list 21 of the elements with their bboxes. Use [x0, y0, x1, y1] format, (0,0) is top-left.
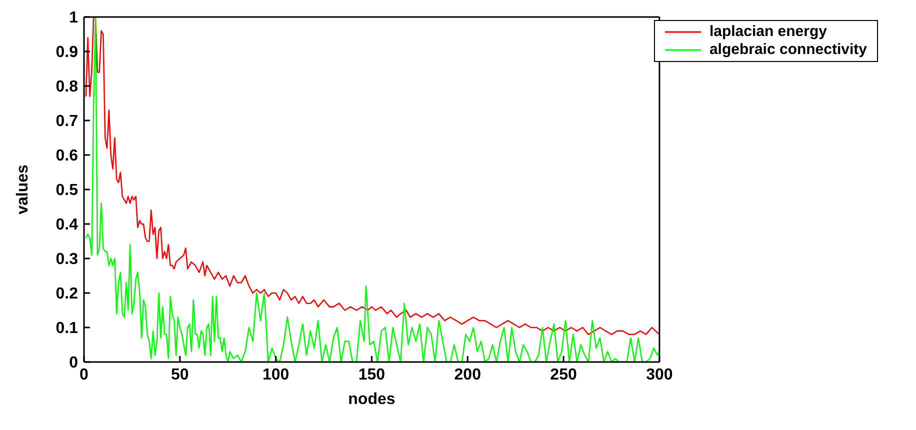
x-tick-label: 50: [171, 366, 189, 384]
y-tick-label: 0.9: [56, 44, 78, 62]
y-axis-title: values: [14, 164, 32, 214]
y-tick-label: 1: [69, 10, 78, 27]
y-tick-label: 0: [69, 354, 78, 372]
y-tick-label: 0.7: [56, 113, 78, 130]
y-tick-label: 0.6: [56, 148, 78, 165]
x-tick-label: 200: [454, 366, 482, 384]
x-tick-label: 100: [262, 366, 290, 384]
y-tick-label: 0.1: [56, 320, 78, 338]
y-tick-label: 0.3: [56, 251, 78, 268]
x-tick-label: 250: [550, 366, 577, 384]
y-tick-label: 0.5: [56, 182, 78, 200]
x-tick-label: 300: [646, 366, 673, 384]
y-tick-label: 0.2: [56, 286, 78, 303]
x-axis-title: nodes: [348, 391, 396, 408]
legend-label: algebraic connectivity: [709, 41, 867, 59]
y-tick-label: 0.4: [56, 216, 78, 234]
legend-label: laplacian energy: [709, 23, 827, 41]
y-tick-label: 0.8: [56, 78, 78, 96]
x-tick-label: 150: [358, 366, 386, 384]
